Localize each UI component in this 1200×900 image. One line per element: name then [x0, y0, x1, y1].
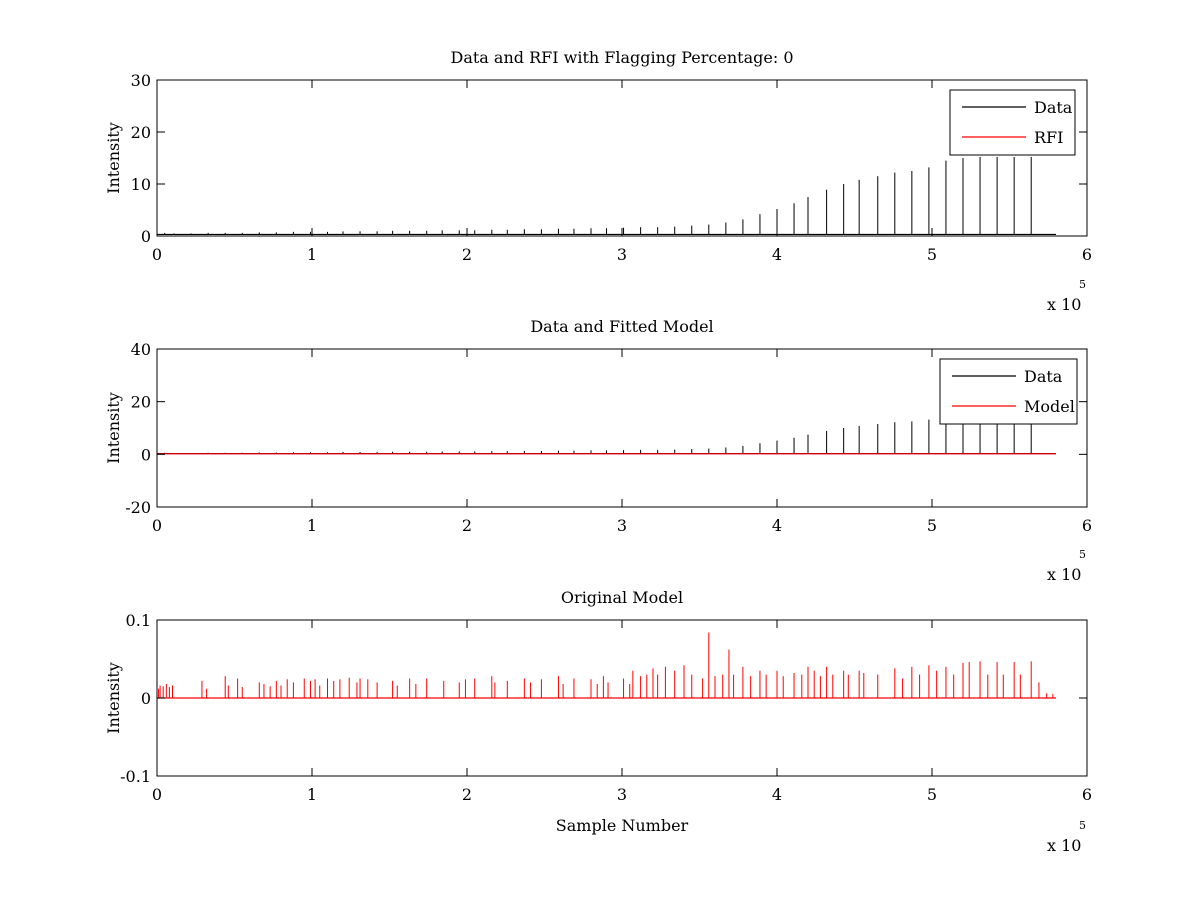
y-axis-label: Intensity	[104, 392, 123, 464]
chart-title: Data and Fitted Model	[530, 317, 713, 336]
series-group	[157, 632, 1056, 699]
x-axis-multiplier-exponent: 5	[1079, 548, 1086, 561]
legend-label: Data	[1034, 98, 1073, 117]
x-tick-label: 5	[927, 245, 937, 264]
y-tick-label: -0.1	[120, 767, 151, 786]
series-group	[157, 414, 1056, 455]
x-tick-label: 2	[462, 245, 472, 264]
y-tick-label: 0	[141, 689, 151, 708]
x-tick-label: 2	[462, 516, 472, 535]
x-tick-label: 4	[772, 516, 782, 535]
x-tick-label: 4	[772, 245, 782, 264]
x-axis-multiplier: x 10	[1047, 836, 1081, 855]
x-axis-multiplier: x 10	[1047, 295, 1081, 314]
legend-label: Data	[1024, 367, 1063, 386]
x-tick-label: 3	[617, 245, 627, 264]
y-tick-label: 30	[131, 71, 151, 90]
x-tick-label: 5	[927, 516, 937, 535]
legend-box	[939, 358, 1078, 425]
legend: Data RFI	[949, 89, 1076, 156]
y-tick-label: -20	[125, 498, 151, 517]
x-tick-label: 0	[152, 785, 162, 804]
y-axis-label: Intensity	[104, 122, 123, 194]
x-tick-label: 4	[772, 785, 782, 804]
legend: Data Model	[939, 358, 1078, 425]
legend-label: RFI	[1034, 128, 1063, 147]
x-tick-label: 2	[462, 785, 472, 804]
x-tick-label: 0	[152, 245, 162, 264]
chart-title: Original Model	[561, 588, 683, 607]
x-tick-label: 5	[927, 785, 937, 804]
x-axis-label: Sample Number	[556, 816, 689, 835]
y-tick-label: 10	[131, 175, 151, 194]
x-tick-label: 3	[617, 785, 627, 804]
y-tick-label: 40	[131, 340, 151, 359]
y-axis-label: Intensity	[104, 662, 123, 734]
x-tick-label: 6	[1082, 245, 1092, 264]
chart-panel-1: 0 1 2 3 4 5 6 0 10 20 30 Data and RFI with Flagging…	[104, 48, 1092, 314]
series-group	[157, 156, 1056, 236]
chart-title: Data and RFI with Flagging Percentage: 0	[450, 48, 793, 67]
x-tick-label: 1	[307, 245, 317, 264]
y-tick-label: 0.1	[126, 611, 151, 630]
y-tick-label: 0	[141, 227, 151, 246]
y-tick-label: 0	[141, 445, 151, 464]
y-tick-label: 20	[131, 123, 151, 142]
legend-box	[949, 89, 1076, 156]
x-axis-multiplier-exponent: 5	[1079, 819, 1086, 832]
x-axis-multiplier-exponent: 5	[1079, 278, 1086, 291]
legend-label: Model	[1024, 397, 1075, 416]
x-axis-multiplier: x 10	[1047, 565, 1081, 584]
x-tick-label: 0	[152, 516, 162, 535]
y-tick-label: 20	[131, 393, 151, 412]
x-tick-label: 6	[1082, 785, 1092, 804]
x-tick-label: 3	[617, 516, 627, 535]
x-tick-label: 1	[307, 785, 317, 804]
x-tick-label: 1	[307, 516, 317, 535]
x-tick-label: 6	[1082, 516, 1092, 535]
